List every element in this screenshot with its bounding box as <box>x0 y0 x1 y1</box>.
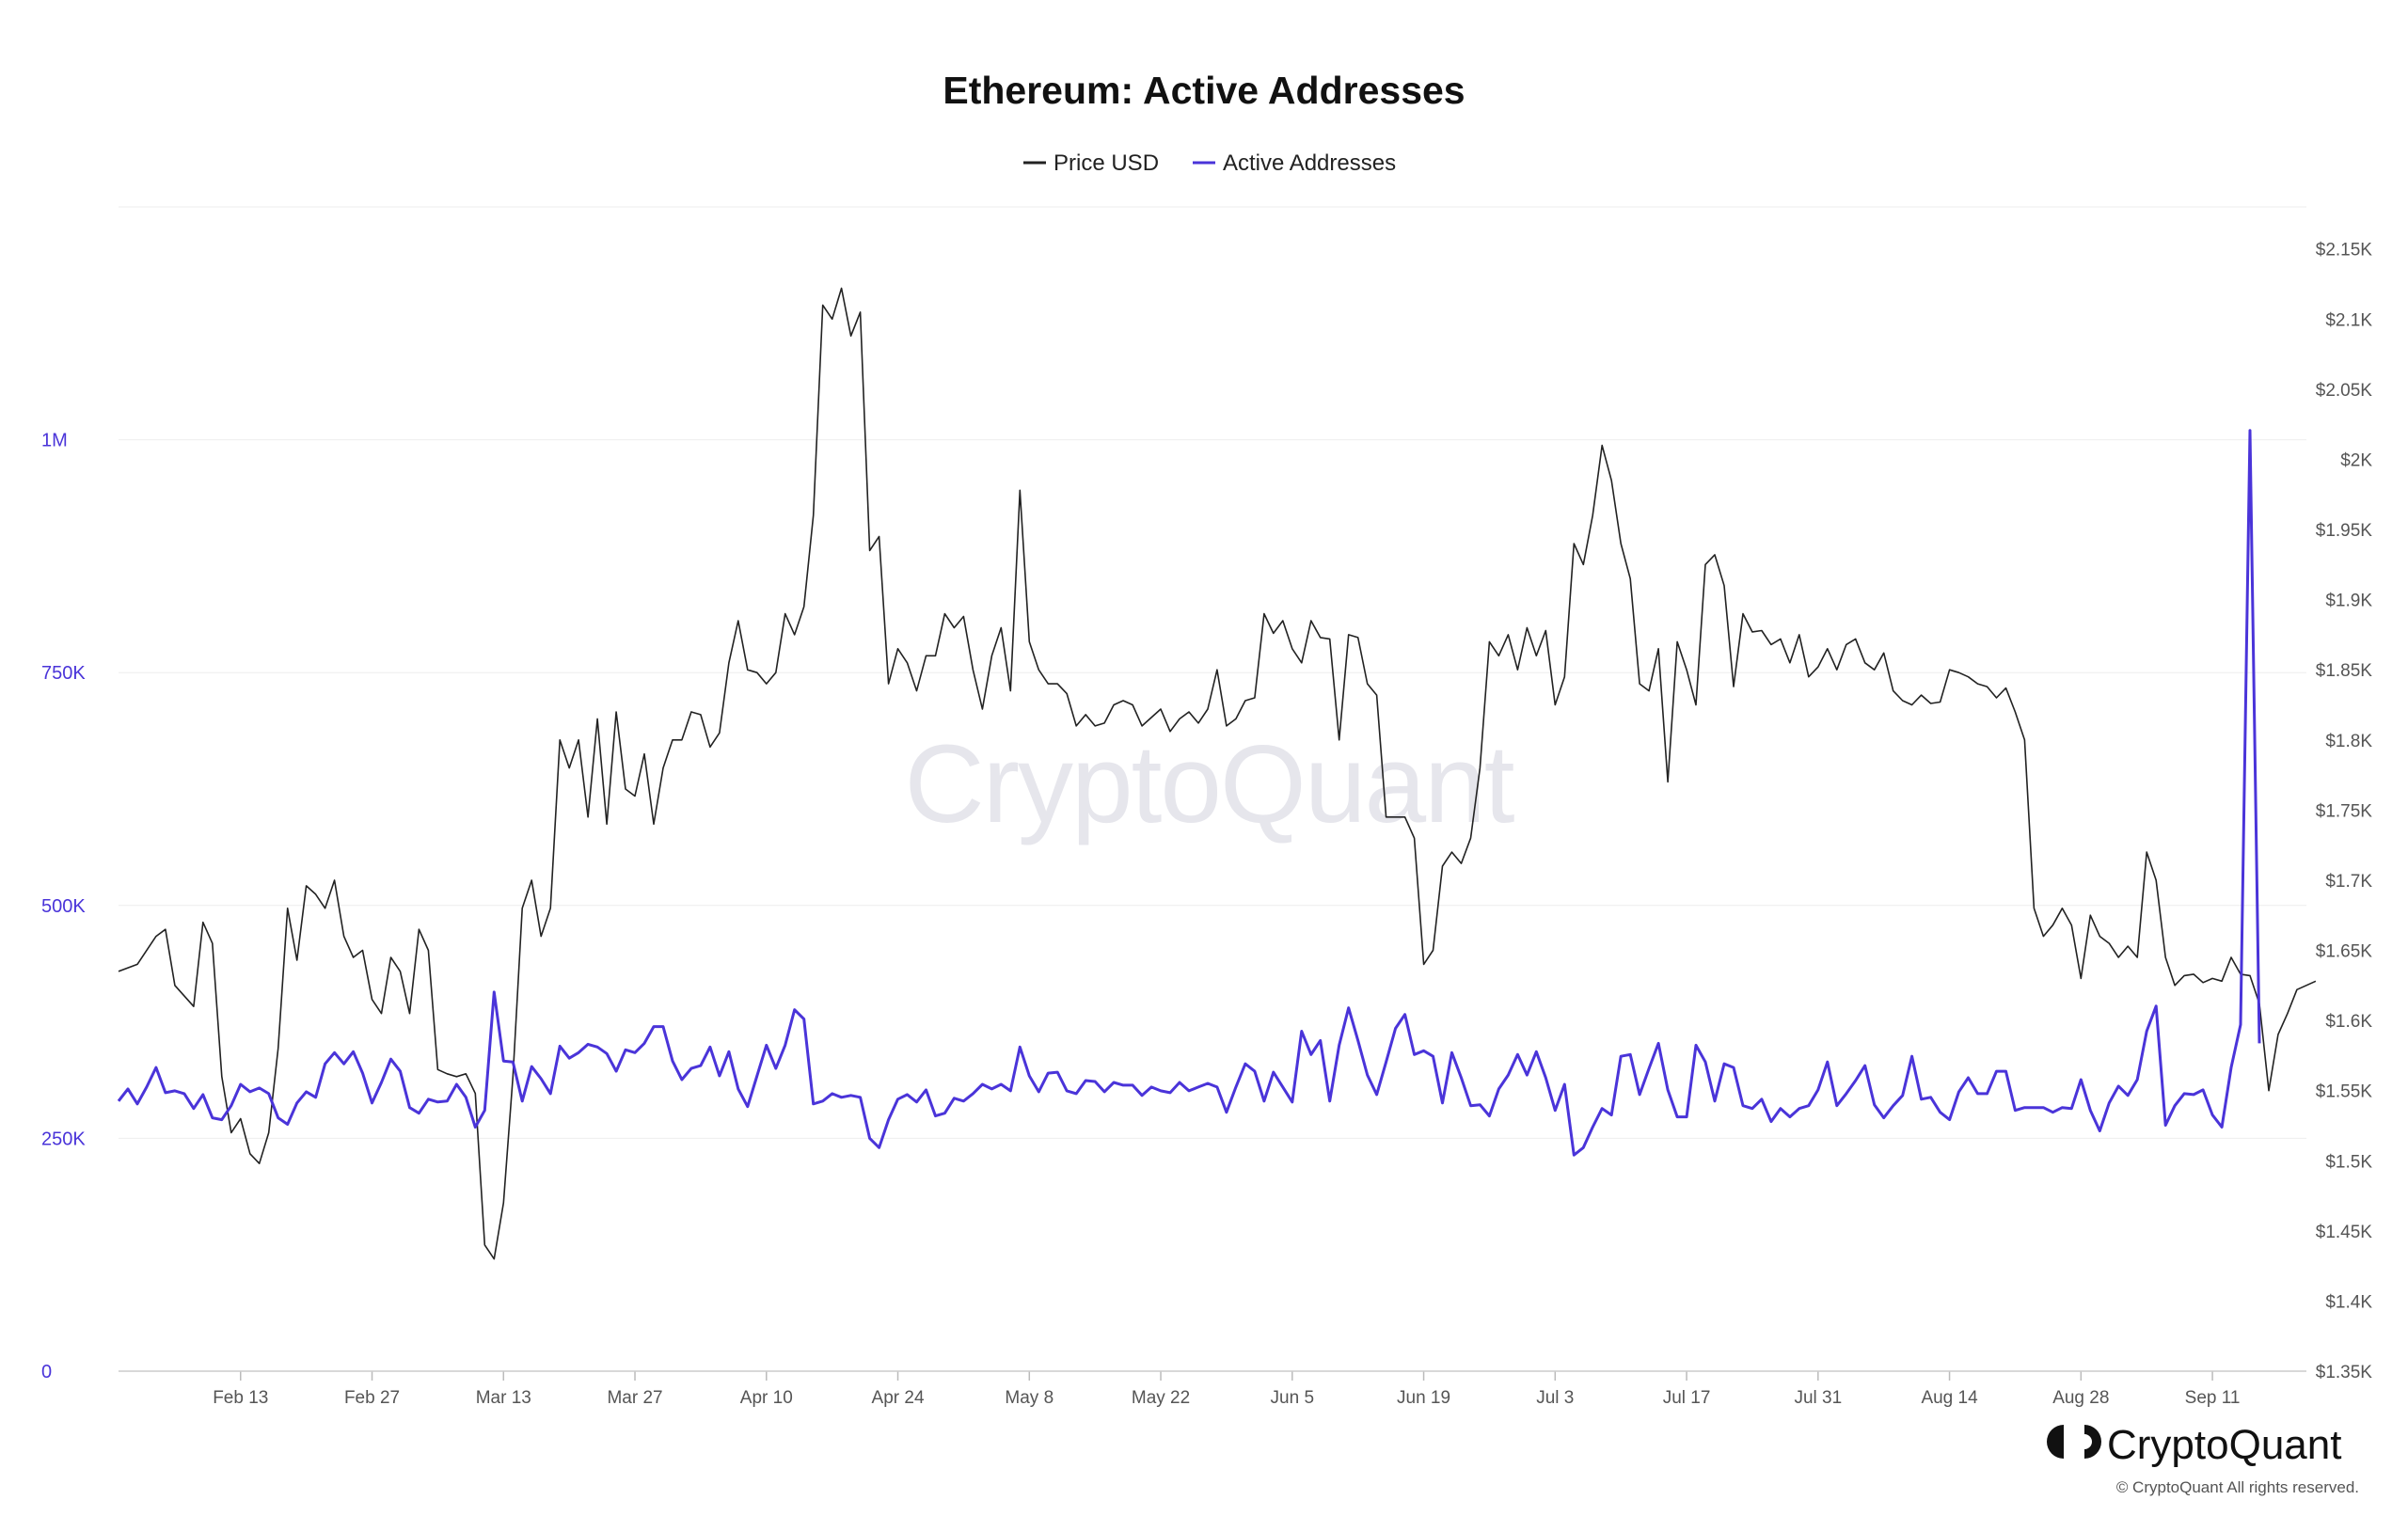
watermark: CryptoQuant <box>905 722 1514 846</box>
right-tick-label: $1.6K <box>2325 1012 2372 1032</box>
series-price-line[interactable] <box>118 287 2317 1260</box>
right-tick-label: $2K <box>2340 450 2372 470</box>
copyright-text: © CryptoQuant All rights reserved. <box>2116 1478 2359 1496</box>
x-tick-label: Aug 28 <box>2052 1388 2109 1408</box>
right-axis-ticks: $1.35K $1.4K $1.45K $1.5K $1.55K $1.6K $1.65K $… <box>2316 241 2373 1382</box>
legend-item-price[interactable]: Price USD <box>1023 150 1159 176</box>
left-tick-label: 750K <box>41 663 86 684</box>
x-axis-ticks: Feb 13 Feb 27 Mar 13 Mar 27 Apr 10 Apr 24 May … <box>213 1371 2240 1408</box>
right-tick-label: $1.45K <box>2316 1223 2373 1242</box>
legend-label-price: Price USD <box>1054 150 1159 176</box>
x-tick-label: Mar 13 <box>476 1388 531 1408</box>
left-tick-label: 500K <box>41 896 86 917</box>
left-tick-label: 0 <box>41 1362 52 1382</box>
brand-name: CryptoQuant <box>2107 1422 2341 1468</box>
right-tick-label: $2.05K <box>2316 381 2373 401</box>
x-tick-label: May 8 <box>1005 1388 1054 1408</box>
legend: Price USD Active Addresses <box>1023 150 1396 176</box>
right-tick-label: $1.35K <box>2316 1363 2373 1382</box>
x-tick-label: Jul 17 <box>1663 1388 1711 1408</box>
right-tick-label: $1.55K <box>2316 1082 2373 1102</box>
right-tick-label: $1.85K <box>2316 661 2373 681</box>
x-tick-label: Apr 24 <box>872 1388 925 1408</box>
right-tick-label: $1.7K <box>2325 872 2372 892</box>
legend-label-active: Active Addresses <box>1223 150 1396 176</box>
x-tick-label: Jul 3 <box>1536 1388 1574 1408</box>
right-tick-label: $1.5K <box>2325 1152 2372 1172</box>
legend-item-active[interactable]: Active Addresses <box>1193 150 1396 176</box>
left-tick-label: 1M <box>41 431 68 451</box>
x-tick-label: May 22 <box>1132 1388 1190 1408</box>
left-axis-ticks: 0 250K 500K 750K 1M <box>41 431 86 1382</box>
brand-logo <box>2047 1425 2101 1459</box>
right-tick-label: $1.4K <box>2325 1292 2372 1312</box>
series-active-addresses-line[interactable] <box>117 429 2261 1157</box>
right-tick-label: $2.1K <box>2325 310 2372 330</box>
x-tick-label: Aug 14 <box>1921 1388 1978 1408</box>
x-tick-label: Jun 5 <box>1271 1388 1314 1408</box>
x-tick-label: Feb 27 <box>344 1388 400 1408</box>
x-tick-label: Feb 13 <box>213 1388 268 1408</box>
chart-title: Ethereum: Active Addresses <box>943 69 1465 112</box>
brand-logo-icon <box>2047 1425 2064 1459</box>
right-tick-label: $1.8K <box>2325 732 2372 751</box>
x-tick-label: Jul 31 <box>1794 1388 1842 1408</box>
right-tick-label: $1.95K <box>2316 521 2373 541</box>
right-tick-label: $1.9K <box>2325 592 2372 611</box>
x-tick-label: Apr 10 <box>740 1388 793 1408</box>
gridlines <box>119 206 2306 1139</box>
x-tick-label: Sep 11 <box>2185 1388 2241 1408</box>
right-tick-label: $1.65K <box>2316 942 2373 962</box>
right-tick-label: $1.75K <box>2316 801 2373 821</box>
right-tick-label: $2.15K <box>2316 241 2373 261</box>
left-tick-label: 250K <box>41 1129 86 1149</box>
x-tick-label: Mar 27 <box>607 1388 662 1408</box>
x-tick-label: Jun 19 <box>1397 1388 1450 1408</box>
